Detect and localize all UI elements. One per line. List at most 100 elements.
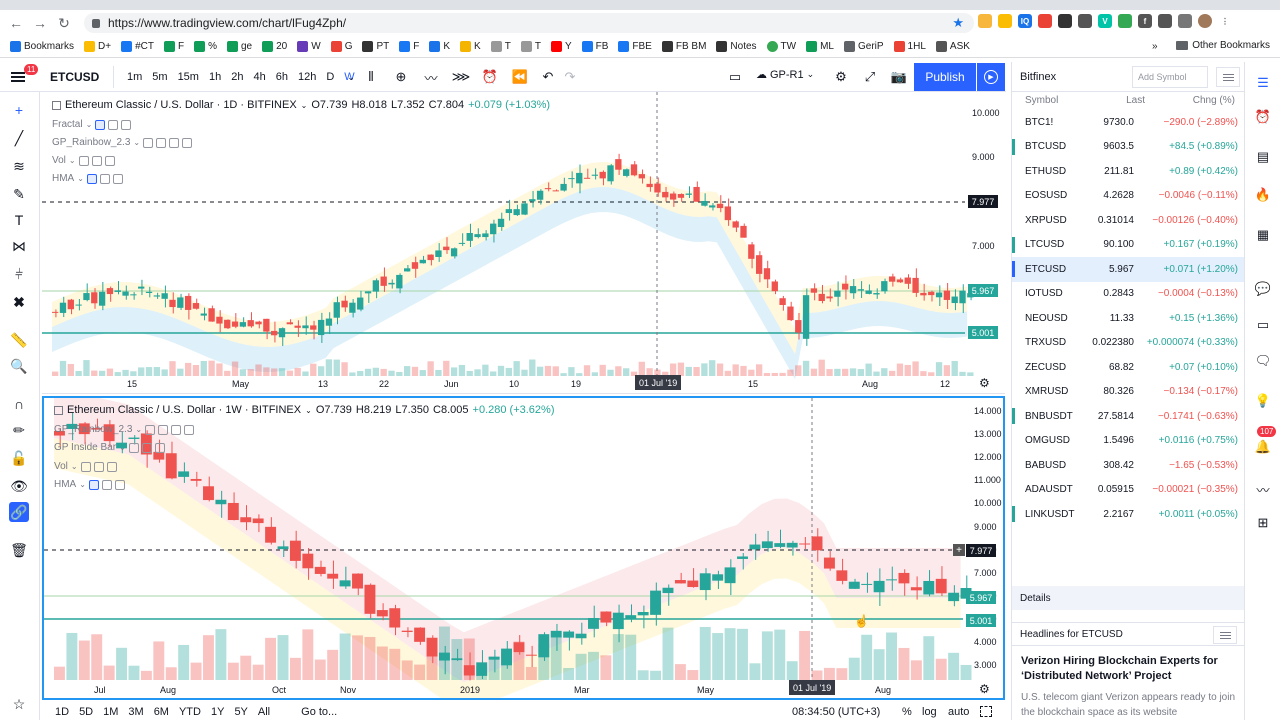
bookmark-item[interactable]: G (330, 41, 352, 52)
interval-4h[interactable]: 4h (253, 71, 266, 83)
extension-icon[interactable] (1158, 14, 1172, 28)
extension-icon[interactable] (1078, 14, 1092, 28)
notifications-icon[interactable]: 🔔 (1254, 439, 1272, 454)
ideas-icon[interactable]: 💬 (1254, 281, 1272, 296)
fib-icon[interactable]: ≋ (13, 157, 25, 174)
bookmark-item[interactable]: PT (362, 41, 389, 52)
watchlist-row[interactable]: BTCUSD 9603.5 +84.5 (+0.89%) (1012, 135, 1244, 160)
extension-icon[interactable] (1118, 14, 1132, 28)
range-All[interactable]: All (257, 705, 271, 718)
interval-D[interactable]: D (326, 71, 335, 83)
range-1Y[interactable]: 1Y (210, 705, 225, 718)
stream-button[interactable]: ▶ (977, 63, 1005, 91)
crosshair-icon[interactable]: + (14, 102, 24, 118)
goto-button[interactable]: Go to... (301, 705, 338, 718)
bookmark-item[interactable]: 1HL (893, 41, 926, 52)
bookmark-item[interactable]: Notes (716, 41, 757, 52)
undo-icon[interactable]: ↶ (542, 69, 554, 84)
ruler-icon[interactable]: 📏 (10, 331, 28, 348)
eye-icon[interactable]: 👁 (10, 477, 28, 494)
watchlist-row[interactable]: BTC1! 9730.0 −290.0 (−2.89%) (1012, 110, 1244, 135)
indicator-volume[interactable]: Vol ⌄ (52, 155, 115, 166)
more-vert-icon[interactable]: ⋮ (1218, 14, 1232, 28)
watchlist-row[interactable]: XMRUSD 80.326 −0.134 (−0.17%) (1012, 380, 1244, 405)
hotlist-icon[interactable]: 🔥 (1254, 187, 1272, 202)
col-last[interactable]: Last (1126, 94, 1145, 106)
watchlist-row[interactable]: XRPUSD 0.31014 −0.00126 (−0.40%) (1012, 208, 1244, 233)
watchlist-row[interactable]: LINKUSDT 2.2167 +0.0011 (+0.05%) (1012, 502, 1244, 527)
alarm-clock-icon[interactable]: ⏰ (1254, 109, 1272, 124)
indicator-inside-bar[interactable]: GP Inside Bar ⌄ (54, 442, 165, 453)
extension-icon[interactable]: V (1098, 14, 1112, 28)
forward-icon[interactable]: → (33, 15, 47, 31)
range-3M[interactable]: 3M (128, 705, 144, 718)
range-YTD[interactable]: YTD (178, 705, 201, 718)
watchlist-row[interactable]: LTCUSD 90.100 +0.167 (+0.19%) (1012, 233, 1244, 258)
magnet-icon[interactable]: ∩ (13, 396, 25, 412)
bookmark-item[interactable]: T (490, 41, 511, 52)
watchlist-row[interactable]: NEOUSD 11.33 +0.15 (+1.36%) (1012, 306, 1244, 331)
range-6M[interactable]: 6M (153, 705, 169, 718)
favorites-star-icon[interactable]: ☆ (12, 695, 26, 712)
extension-icon[interactable] (1038, 14, 1052, 28)
bookmarks-more[interactable]: » (1152, 41, 1158, 52)
redo-icon[interactable]: ↷ (564, 69, 576, 84)
chevron-down-icon[interactable]: ⌄ (305, 405, 312, 415)
watchlist-row[interactable]: BABUSD 308.42 −1.65 (−0.53%) (1012, 453, 1244, 478)
watchlist-row[interactable]: BNBUSDT 27.5814 −0.1741 (−0.63%) (1012, 404, 1244, 429)
add-compare-icon[interactable]: ⊕ (395, 69, 407, 84)
indicators-icon[interactable]: 〰 (424, 70, 438, 86)
details-header[interactable]: Details (1012, 586, 1245, 610)
financials-icon[interactable]: ⋙ (451, 69, 471, 84)
extension-icon[interactable]: IQ (1018, 14, 1032, 28)
interval-1m[interactable]: 1m (127, 71, 143, 83)
extension-icon[interactable] (978, 14, 992, 28)
watchlist-row[interactable]: TRXUSD 0.022380 +0.000074 (+0.33%) (1012, 331, 1244, 356)
indicator-fractal[interactable]: Fractal ⌄ (52, 119, 132, 130)
pattern-icon[interactable]: ⋈ (12, 237, 26, 254)
bookmark-item[interactable]: ML (806, 41, 834, 52)
interval-15m[interactable]: 15m (177, 71, 199, 83)
bookmark-item[interactable]: K (460, 41, 481, 52)
brush-icon[interactable]: ✎ (13, 185, 25, 202)
bookmark-item[interactable]: 20 (262, 41, 287, 52)
address-bar[interactable]: https://www.tradingview.com/chart/lFug4Z… (84, 13, 974, 33)
bar-style-icon[interactable]: ⫴ (368, 69, 374, 84)
interval-dropdown-icon[interactable]: ⌄ (347, 71, 355, 82)
headlines-menu-button[interactable] (1213, 626, 1237, 644)
lightbulb-icon[interactable]: 💡 (1254, 393, 1272, 408)
log-toggle[interactable]: log (922, 705, 937, 718)
alert-icon[interactable]: ⏰ (481, 69, 499, 84)
streams-icon[interactable]: ▭ (1256, 317, 1270, 332)
interval-1h[interactable]: 1h (208, 71, 222, 83)
main-menu-button[interactable]: 11 (0, 62, 39, 92)
bookmark-item[interactable]: ge (227, 41, 252, 52)
interval-W[interactable]: W (344, 71, 355, 83)
bookmark-item[interactable]: ASK (935, 41, 970, 52)
watchlist-exchange[interactable]: Bitfinex (1020, 70, 1057, 83)
avatar[interactable] (1198, 14, 1212, 28)
zoom-icon[interactable]: 🔍 (10, 357, 28, 374)
order-panel-icon[interactable]: ⊞ (1257, 515, 1269, 530)
indicator-rainbow[interactable]: GP_Rainbow_2.3 ⌄ (52, 137, 193, 148)
add-horizontal-line-icon[interactable]: + (953, 544, 965, 556)
other-bookmarks[interactable]: Other Bookmarks (1176, 40, 1270, 51)
publish-button[interactable]: Publish (914, 63, 976, 91)
range-5Y[interactable]: 5Y (234, 705, 248, 718)
bookmark-item[interactable]: Bookmarks (10, 41, 74, 52)
watchlist-row[interactable]: EOSUSD 4.2628 −0.0046 (−0.11%) (1012, 184, 1244, 209)
watchlist-row[interactable]: ETCUSD 5.967 +0.071 (+1.20%) (1012, 257, 1244, 282)
collapse-icon[interactable] (52, 100, 61, 110)
watchlist-icon[interactable]: ☰ (1257, 75, 1269, 90)
indicator-hma[interactable]: HMA ⌄ (52, 173, 123, 184)
bookmark-item[interactable]: T (520, 41, 541, 52)
pane2-title[interactable]: Ethereum Classic / U.S. Dollar · 1W · BI… (67, 404, 302, 416)
extension-icon[interactable] (998, 14, 1012, 28)
bookmark-item[interactable]: K (429, 41, 450, 52)
bookmark-item[interactable]: Y (550, 41, 572, 52)
bookmark-item[interactable]: % (194, 41, 217, 52)
bookmark-item[interactable]: W (297, 41, 321, 52)
interval-2h[interactable]: 2h (231, 71, 244, 83)
weekly-chart-canvas[interactable] (44, 398, 1003, 698)
daily-chart-canvas[interactable] (42, 92, 1005, 394)
